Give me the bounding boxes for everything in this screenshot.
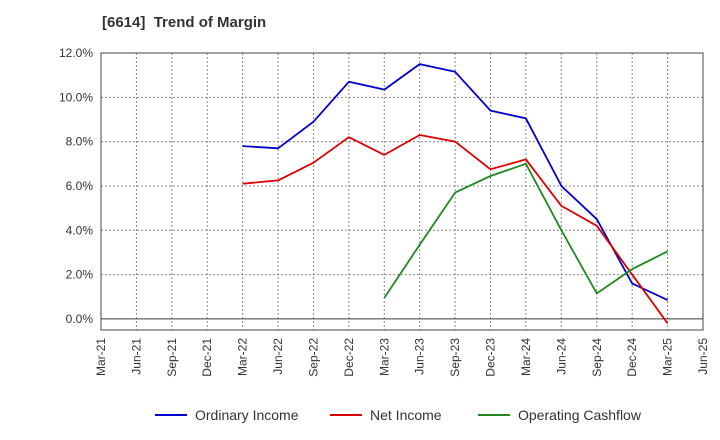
x-tick-label: Mar-23 (377, 338, 391, 376)
x-tick-label: Mar-21 (94, 338, 108, 376)
legend-label-ordinary-income: Ordinary Income (195, 407, 299, 423)
y-tick-labels: 0.0% 2.0% 4.0% 6.0% 8.0% 10.0% 12.0% (59, 46, 93, 326)
series-line-operating-cashflow (383, 162, 669, 299)
x-tick-label: Jun-23 (413, 338, 427, 375)
x-tick-label: Mar-24 (519, 338, 533, 376)
x-tick-label: Dec-23 (484, 338, 498, 377)
y-tick-label: 2.0% (66, 268, 94, 282)
y-tick-label: 10.0% (59, 90, 93, 104)
y-tick-label: 6.0% (66, 179, 94, 193)
x-tick-label: Mar-22 (236, 338, 250, 376)
x-tick-label: Jun-25 (696, 338, 710, 375)
x-tick-labels: Mar-21 Jun-21 Sep-21 Dec-21 Mar-22 Jun-22 Sep-… (94, 338, 710, 377)
series-line-ordinary-income (242, 63, 668, 301)
x-tick-label: Dec-21 (200, 338, 214, 377)
x-tick-label: Sep-21 (165, 338, 179, 377)
x-tick-label: Sep-23 (448, 338, 462, 377)
y-tick-label: 12.0% (59, 46, 93, 60)
x-tick-label: Mar-25 (661, 338, 675, 376)
axes (100, 52, 704, 331)
x-tick-label: Dec-24 (625, 338, 639, 377)
x-tick-label: Jun-24 (554, 338, 568, 375)
legend-label-operating-cashflow: Operating Cashflow (518, 407, 642, 423)
x-tick-label: Jun-21 (129, 338, 143, 375)
y-tick-label: 8.0% (66, 135, 94, 149)
y-tick-label: 4.0% (66, 223, 94, 237)
x-tick-label: Dec-22 (342, 338, 356, 377)
legend: Ordinary Income Net Income Operating Cashf… (155, 407, 642, 423)
x-tick-label: Jun-22 (271, 338, 285, 375)
y-tick-label: 0.0% (66, 312, 94, 326)
x-tick-label: Sep-24 (590, 338, 604, 377)
chart-title: [6614] Trend of Margin (102, 14, 267, 31)
series-lines (242, 63, 669, 324)
x-tick-label: Sep-22 (306, 338, 320, 377)
legend-label-net-income: Net Income (370, 407, 442, 423)
plot-frame (100, 52, 704, 331)
series-line-net-income (242, 134, 669, 324)
grid-lines (101, 52, 703, 330)
